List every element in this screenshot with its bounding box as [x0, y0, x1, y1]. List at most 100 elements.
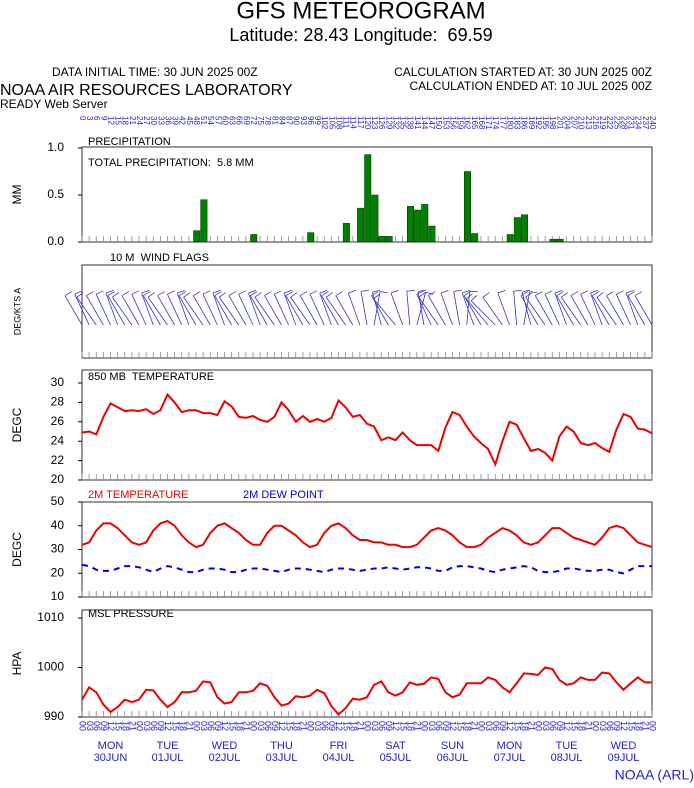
- y-tick-label: 10: [51, 589, 65, 603]
- wind-staff: [428, 295, 446, 326]
- time-label: 09: [327, 721, 337, 731]
- y-tick-label: 0.0: [47, 234, 64, 248]
- wind-staff: [285, 295, 304, 326]
- wind-staff: [167, 294, 183, 326]
- hour-label: 60: [220, 116, 229, 125]
- wind-staff: [107, 295, 126, 326]
- y-tick-label: 50: [51, 494, 65, 508]
- wind-staff: [570, 295, 589, 326]
- hour-label: 93: [299, 116, 308, 125]
- hour-label: 45: [185, 116, 194, 125]
- day-label: TUE: [157, 740, 179, 752]
- time-label: 00: [477, 721, 487, 731]
- y-tick-label: 1000: [37, 660, 64, 674]
- hour-label: 57: [213, 116, 222, 125]
- hour-label: 51: [199, 116, 208, 125]
- hour-label: 213: [584, 116, 593, 130]
- wind-flag: [264, 291, 272, 296]
- time-label: 03: [370, 721, 380, 731]
- hour-label: 240: [648, 116, 657, 130]
- hour-label: 99: [313, 116, 322, 125]
- wind-staff: [325, 296, 346, 326]
- wind-staff: [228, 295, 247, 326]
- wind-flag: [466, 293, 473, 300]
- hour-label: 114: [349, 116, 358, 129]
- precip-bar: [364, 154, 372, 243]
- hour-label: 15: [114, 116, 123, 125]
- precip-bar: [378, 236, 386, 243]
- wind-flag: [497, 289, 506, 294]
- panel-title: 850 MB TEMPERATURE: [88, 371, 214, 383]
- wind-staff: [105, 292, 119, 326]
- wind-staff: [309, 294, 325, 326]
- wind-flag: [348, 289, 356, 294]
- time-label: 21: [527, 721, 537, 731]
- wind-staff: [176, 292, 190, 326]
- wind-flag: [556, 291, 564, 296]
- precip-bar: [521, 214, 528, 243]
- hour-label: 42: [178, 116, 187, 125]
- precip-bar: [357, 207, 365, 243]
- hour-label: 108: [334, 116, 343, 130]
- time-label: 12: [391, 721, 401, 731]
- time-label: 18: [462, 721, 472, 731]
- wind-staff: [440, 292, 453, 326]
- wind-flag: [513, 290, 522, 292]
- wind-flag: [418, 289, 427, 292]
- wind-flag: [74, 290, 83, 295]
- time-label: 06: [605, 721, 615, 731]
- wind-staff: [556, 295, 574, 326]
- wind-staff: [625, 292, 639, 326]
- wind-staff: [418, 296, 439, 326]
- day-label: SAT: [385, 740, 406, 752]
- wind-flag: [416, 290, 425, 295]
- wind-flag: [141, 289, 150, 294]
- time-label: 00: [135, 721, 145, 731]
- wind-staff: [544, 294, 560, 326]
- y-axis-label: DEGC: [10, 532, 24, 567]
- hour-label: 72: [249, 116, 258, 125]
- y-axis-label: HPA: [10, 652, 24, 676]
- calc-ended: CALCULATION ENDED AT: 10 JUL 2025 00Z: [409, 79, 652, 93]
- wind-flag: [167, 290, 175, 295]
- location: Latitude: 28.43 Longitude: 69.59: [229, 25, 492, 45]
- wind-flag: [606, 291, 614, 296]
- wind-staff: [192, 295, 211, 326]
- time-label: 12: [619, 721, 629, 731]
- wind-staff: [634, 295, 653, 326]
- hour-label: 129: [384, 116, 393, 130]
- series-line: [81, 563, 652, 575]
- y-tick-label: 0.5: [47, 187, 64, 201]
- wind-flag: [143, 291, 151, 296]
- hour-label: 24: [135, 116, 144, 125]
- wind-flag: [177, 289, 185, 294]
- time-label: 12: [106, 721, 116, 731]
- y-tick-label: 24: [51, 433, 65, 447]
- time-label: 15: [113, 721, 123, 731]
- wind-staff: [591, 295, 610, 326]
- time-label: 00: [249, 721, 259, 731]
- wind-flag: [592, 291, 600, 296]
- precip-bar: [193, 230, 201, 243]
- precip-bar: [371, 194, 379, 243]
- wind-flag: [470, 295, 478, 302]
- panel-frame: [81, 369, 653, 481]
- wind-flag: [616, 290, 624, 295]
- wind-flag: [482, 292, 490, 298]
- wind-flag: [283, 289, 292, 294]
- wind-flag: [64, 291, 73, 296]
- wind-flag: [561, 292, 569, 298]
- time-label: 03: [142, 721, 152, 731]
- hour-label: 156: [448, 116, 457, 130]
- wind-flag: [469, 290, 478, 293]
- series-line: [81, 392, 653, 468]
- y-axis-label: DEGC: [10, 407, 24, 442]
- wind-staff: [513, 291, 518, 326]
- wind-flag: [250, 291, 258, 296]
- precip-bar: [513, 217, 521, 243]
- precip-bar: [407, 206, 414, 243]
- time-label: 15: [284, 721, 294, 731]
- hour-label: 75: [256, 116, 265, 125]
- footer: NOAA (ARL): [615, 767, 694, 783]
- wind-flag: [183, 292, 191, 298]
